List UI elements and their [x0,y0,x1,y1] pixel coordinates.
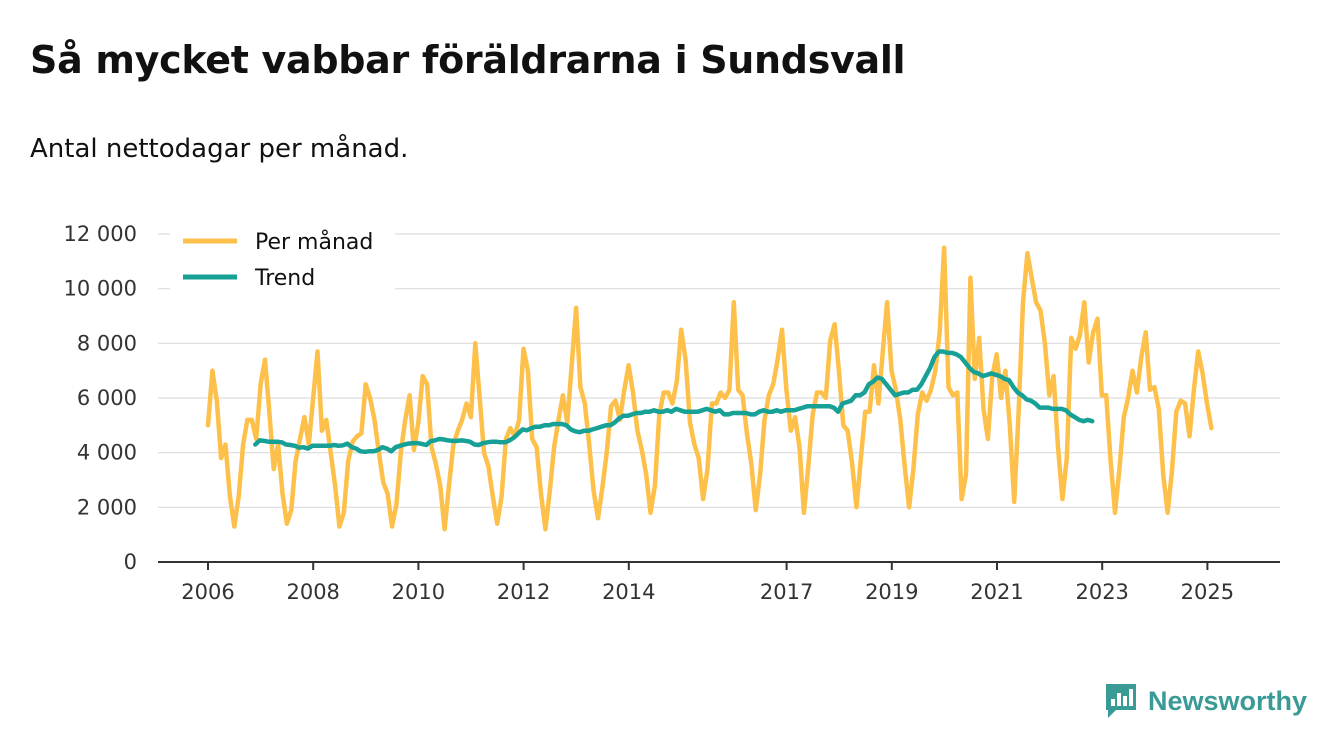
series-layer [205,245,1214,532]
y-tick-label: 12 000 [64,222,137,246]
legend-label-per-manad: Per månad [255,229,373,255]
x-tick-label: 2025 [1181,580,1234,604]
y-tick-label: 8 000 [77,331,137,355]
x-tick-label: 2017 [760,580,813,604]
x-axis-ticks: 2006 2008 2010 2012 2014 2017 2019 2021 2023 2025 [181,562,1234,604]
series-line-per-manad [205,245,1214,532]
y-tick-label: 2 000 [77,495,137,519]
newsworthy-logo-icon [1105,684,1136,718]
x-tick-label: 2012 [497,580,550,604]
x-tick-label: 2023 [1075,580,1128,604]
brand: Newsworthy [1104,681,1307,721]
x-tick-label: 2019 [865,580,918,604]
y-axis-ticks: 0 2 000 4 000 6 000 8 000 10 000 12 000 [64,222,137,574]
y-tick-label: 4 000 [77,441,137,465]
chart-subtitle: Antal nettodagar per månad. [30,134,409,164]
y-tick-label: 0 [124,550,137,574]
y-tick-label: 10 000 [64,277,137,301]
legend-label-trend: Trend [254,266,315,291]
x-tick-label: 2010 [392,580,445,604]
y-tick-label: 6 000 [77,386,137,410]
chart-title: Så mycket vabbar föräldrarna i Sundsvall [30,38,906,82]
x-tick-label: 2006 [181,580,234,604]
x-tick-label: 2008 [286,580,339,604]
brand-name: Newsworthy [1147,685,1307,716]
series-line-trend [253,349,1095,455]
x-tick-label: 2021 [970,580,1023,604]
x-tick-label: 2014 [602,580,655,604]
legend: Per månad Trend [170,224,395,291]
